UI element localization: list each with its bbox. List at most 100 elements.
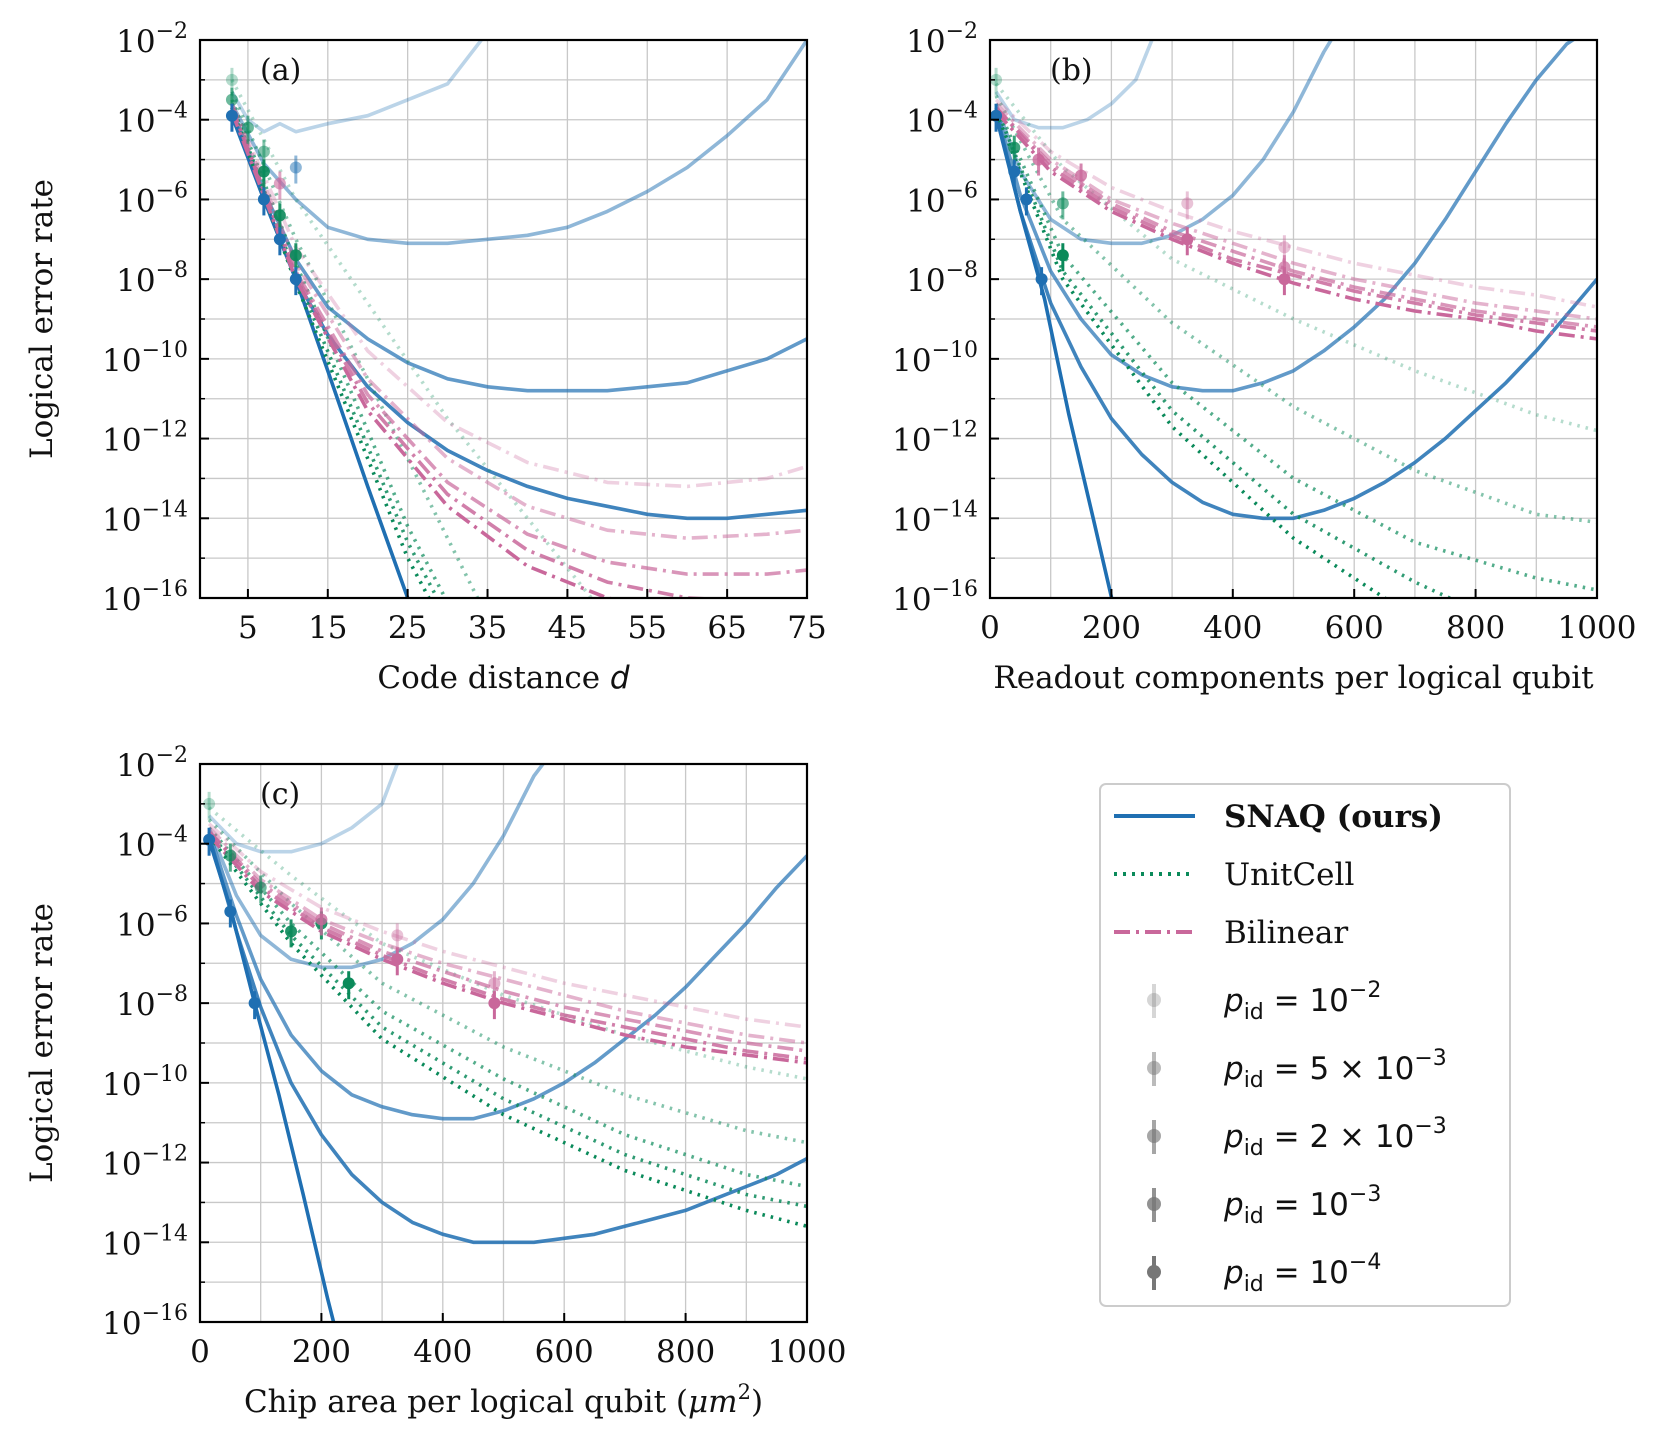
series-line-snaq-pid-2e-3 — [207, 831, 807, 1121]
x-tick-label: 15 — [308, 610, 347, 646]
data-point — [224, 849, 237, 862]
data-point — [1181, 233, 1194, 246]
data-point — [203, 797, 216, 810]
data-point — [342, 977, 355, 990]
series-line-bilinear-pid-1e-4 — [207, 834, 807, 1065]
y-tick-label: 10−4 — [116, 99, 188, 140]
series-line-unitcell-pid-1e-2 — [994, 82, 1597, 433]
data-point — [1278, 241, 1291, 254]
data-point — [289, 161, 302, 174]
x-tick-label: 800 — [656, 1334, 715, 1370]
x-tick-label: 1000 — [1558, 610, 1637, 646]
x-tick-label: 200 — [292, 1334, 351, 1370]
x-tick-label: 65 — [707, 610, 746, 646]
legend-item-unitcell: UnitCell — [1114, 857, 1354, 893]
y-tick-label: 10−4 — [906, 99, 978, 140]
legend-frame — [1099, 783, 1511, 1307]
series-line-snaq-pid-1e-3 — [230, 111, 807, 521]
panel-c: 10−2 10−4 10−6 10−8 10−10 10−12 10−14 10−160 200… — [24, 743, 846, 1420]
series-line-snaq-pid-1e-2 — [230, 40, 484, 134]
series-line-snaq-pid-5e-3 — [994, 40, 1334, 246]
data-point — [241, 121, 254, 134]
series-line-bilinear-pid-1e-4 — [230, 111, 617, 598]
legend-marker-label: pid = 10−2 — [1223, 978, 1381, 1025]
series-line-snaq-pid-1e-4 — [994, 115, 1114, 598]
series-line-snaq-pid-1e-3 — [994, 111, 1597, 521]
legend-marker — [1147, 1129, 1161, 1143]
series-line-bilinear-pid-5e-3 — [230, 103, 807, 540]
y-tick-label: 10−14 — [102, 1221, 188, 1262]
data-point — [257, 165, 270, 178]
x-tick-label: 800 — [1446, 610, 1505, 646]
panel-a: 10−2 10−4 10−6 10−8 10−10 10−12 10−14 10−16 5 15 2… — [24, 19, 827, 696]
plot-area — [990, 40, 1597, 598]
y-tick-label: 10−16 — [102, 577, 188, 618]
data-point — [990, 73, 1003, 86]
data-point — [1008, 165, 1021, 178]
series-line-snaq-pid-1e-2 — [207, 764, 400, 854]
legend-marker-item: pid = 2 × 10−3 — [1147, 1114, 1447, 1161]
x-tick-label: 1000 — [768, 1334, 847, 1370]
data-point — [391, 929, 404, 942]
grid — [200, 39, 808, 599]
series-line-snaq-pid-1e-4 — [230, 115, 410, 598]
x-tick-label: 400 — [1203, 610, 1262, 646]
legend-marker — [1147, 1061, 1161, 1075]
series-line-bilinear-pid-2e-3 — [230, 107, 807, 576]
y-tick-label: 10−4 — [116, 823, 188, 864]
legend-label: UnitCell — [1224, 857, 1354, 893]
data-point — [225, 73, 238, 86]
series-line-unitcell-pid-1e-2 — [230, 79, 594, 598]
data-point — [1020, 193, 1033, 206]
legend-label: SNAQ (ours) — [1224, 799, 1443, 835]
x-axis-label: Readout components per logical qubit — [993, 660, 1594, 696]
y-tick-label: 10−12 — [892, 418, 978, 459]
series-line-bilinear-pid-2e-3 — [994, 106, 1597, 329]
y-tick-label: 10−8 — [116, 258, 188, 299]
data-point — [225, 109, 238, 122]
panel-label: (b) — [1050, 53, 1093, 88]
x-tick-label: 600 — [535, 1334, 594, 1370]
data-point — [257, 193, 270, 206]
y-tick-label: 10−8 — [906, 258, 978, 299]
x-tick-label: 400 — [413, 1334, 472, 1370]
series-line-unitcell-pid-2e-3 — [207, 826, 807, 1189]
series-line-bilinear-pid-1e-4 — [994, 110, 1597, 341]
legend: SNAQ (ours) UnitCell Bilinear pid = 10−2 pid… — [1099, 783, 1511, 1307]
y-tick-label: 10−2 — [116, 19, 188, 60]
x-tick-label: 5 — [238, 610, 258, 646]
x-tick-label: 55 — [628, 610, 667, 646]
y-tick-label: 10−8 — [116, 982, 188, 1023]
y-tick-label: 10−12 — [102, 1142, 188, 1183]
y-tick-label: 10−14 — [892, 497, 978, 538]
data-point — [1181, 197, 1194, 210]
x-tick-label: 0 — [980, 610, 1000, 646]
legend-marker-label: pid = 2 × 10−3 — [1223, 1114, 1447, 1161]
series-line-bilinear-pid-2e-3 — [207, 830, 807, 1053]
panel-label: (a) — [260, 53, 301, 88]
data-point — [273, 233, 286, 246]
y-tick-label: 10−10 — [102, 1062, 188, 1103]
series-line-unitcell-pid-1e-4 — [207, 834, 807, 1229]
x-axis-label: Code distance d — [377, 660, 630, 696]
y-tick-label: 10−16 — [892, 577, 978, 618]
plot-area — [225, 40, 807, 598]
x-tick-label: 75 — [787, 610, 826, 646]
series-line-unitcell-pid-1e-3 — [207, 830, 807, 1209]
legend-marker-label: pid = 5 × 10−3 — [1223, 1046, 1447, 1093]
series-line-unitcell-pid-1e-4 — [230, 107, 432, 598]
x-axis-label: Chip area per logical qubit (μm2) — [244, 1380, 763, 1420]
legend-marker-item: pid = 5 × 10−3 — [1147, 1046, 1447, 1093]
data-point — [224, 905, 237, 918]
legend-marker-label: pid = 10−3 — [1223, 1182, 1381, 1229]
legend-item-snaq: SNAQ (ours) — [1114, 799, 1443, 835]
data-point — [1032, 153, 1045, 166]
y-tick-label: 10−6 — [906, 178, 978, 219]
y-tick-label: 10−14 — [102, 497, 188, 538]
series-line-unitcell-pid-5e-3 — [230, 91, 480, 598]
data-point — [1278, 273, 1291, 286]
y-tick-label: 10−16 — [102, 1301, 188, 1342]
data-point — [257, 145, 270, 158]
series-line-bilinear-pid-1e-2 — [230, 103, 807, 489]
